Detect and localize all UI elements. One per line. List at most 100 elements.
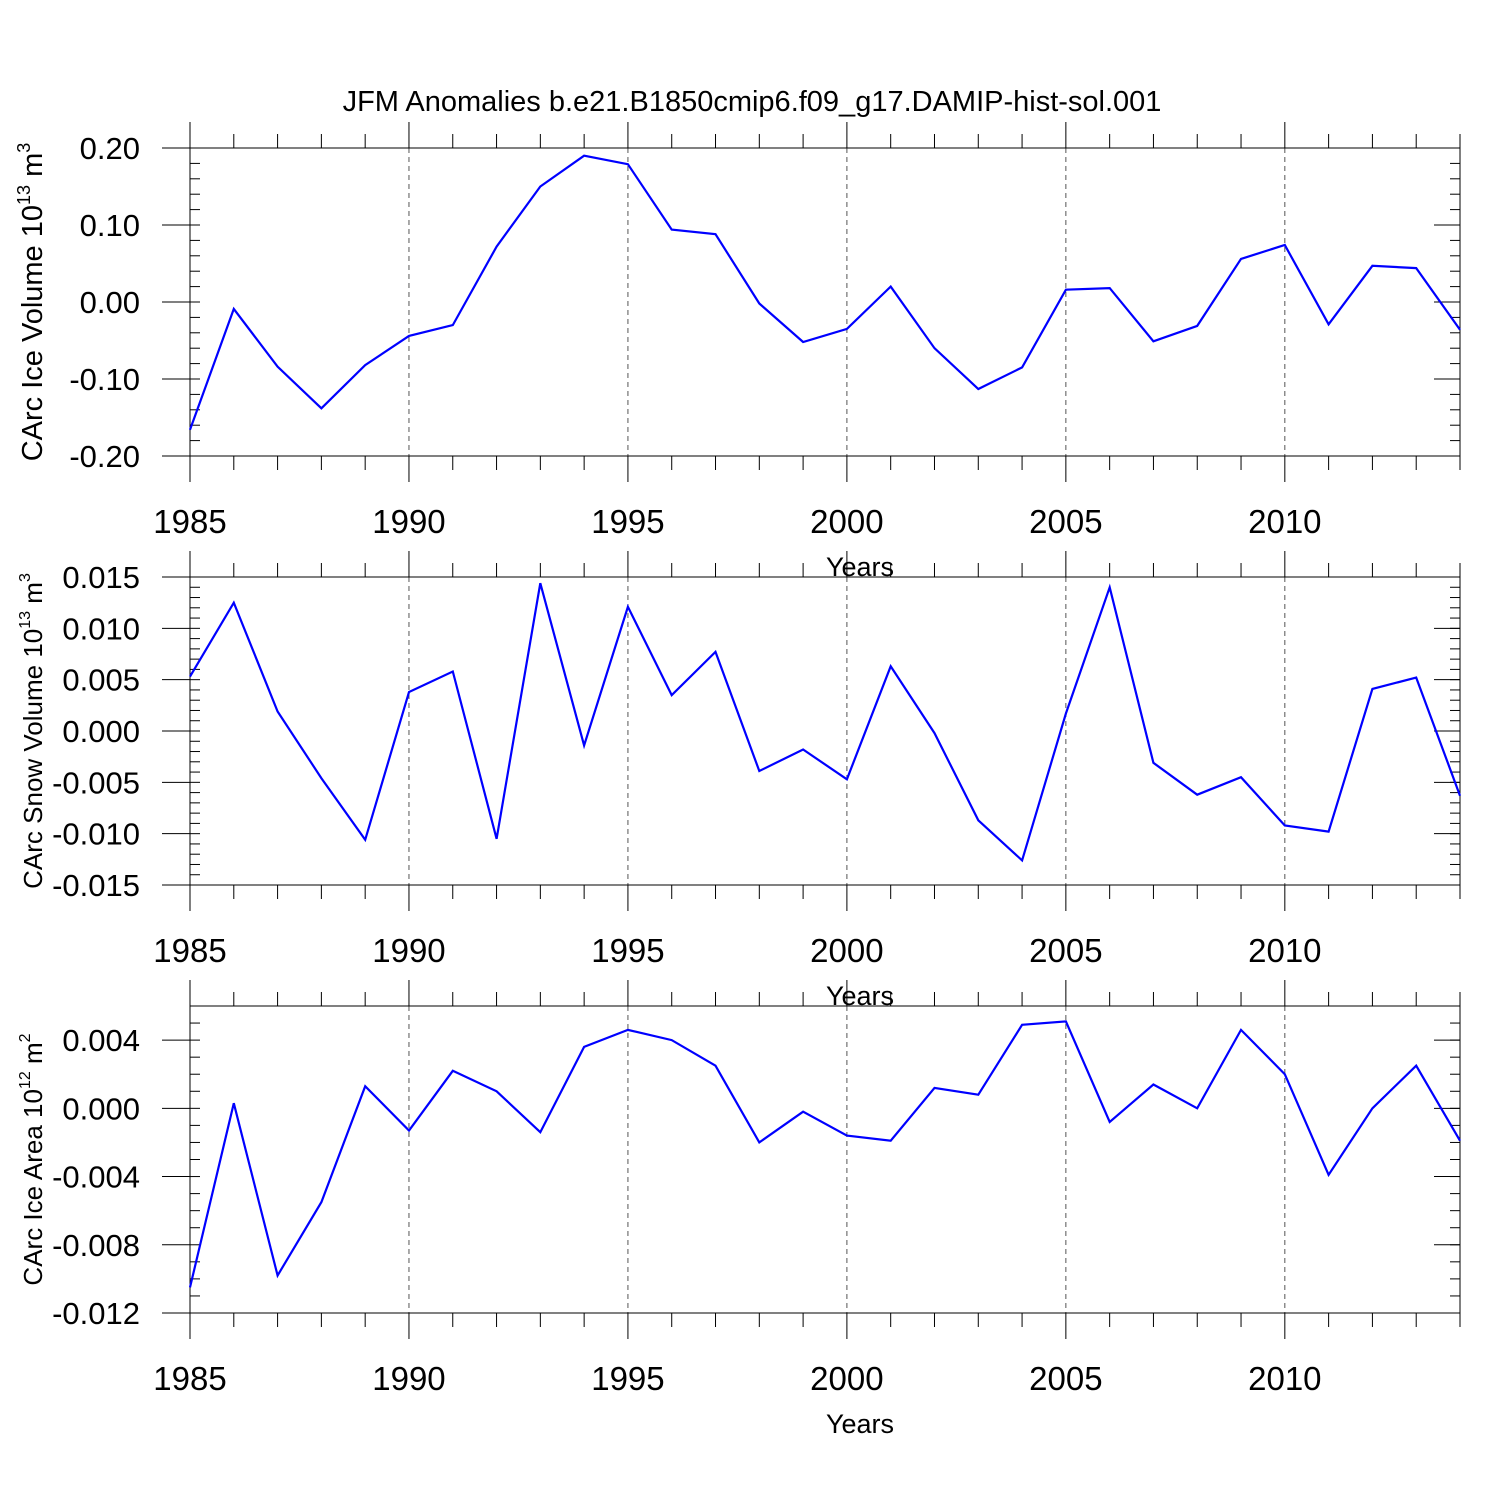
data-point [758, 1141, 760, 1143]
data-point [189, 675, 191, 677]
data-point [671, 1039, 673, 1041]
data-point [714, 1064, 716, 1066]
data-point [1108, 586, 1110, 588]
y-axis-label-unit: m [18, 582, 48, 611]
data-point [320, 1201, 322, 1203]
y-tick-label: 0.10 [80, 208, 140, 243]
data-point [1327, 830, 1329, 832]
data-point [1021, 366, 1023, 368]
data-point [452, 324, 454, 326]
x-tick-label: 2010 [1248, 503, 1321, 540]
data-point [933, 732, 935, 734]
data-point [977, 819, 979, 821]
x-tick-label: 1990 [372, 932, 445, 969]
x-tick-label: 1990 [372, 1360, 445, 1397]
x-tick-label: 2005 [1029, 1360, 1102, 1397]
x-tick-label: 1990 [372, 503, 445, 540]
chart-panel-3: 1985 1990 1995 2000 2005 2010 Years -0.012 -0.00… [17, 980, 1461, 1439]
x-tick-label: 1995 [591, 503, 664, 540]
data-point [539, 1131, 541, 1133]
data-point [1065, 1020, 1067, 1022]
x-tick-label: 1995 [591, 1360, 664, 1397]
data-point [1459, 794, 1461, 796]
x-tick-label: 2005 [1029, 503, 1102, 540]
data-point [846, 1134, 848, 1136]
data-point [802, 1111, 804, 1113]
data-point [627, 163, 629, 165]
data-point [1108, 287, 1110, 289]
y-tick-label: -0.004 [52, 1160, 140, 1195]
y-tick-label: 0.004 [62, 1023, 140, 1058]
data-point [1459, 329, 1461, 331]
x-tick-label: 2010 [1248, 932, 1321, 969]
x-axis-label: Years [826, 1409, 894, 1439]
data-point [846, 328, 848, 330]
data-point [1108, 1121, 1110, 1123]
data-point [408, 1129, 410, 1131]
y-tick-label: -0.015 [52, 868, 140, 903]
series-line [188, 154, 1461, 431]
x-tick-label: 2010 [1248, 1360, 1321, 1397]
x-tick-label: 1995 [591, 932, 664, 969]
data-point [539, 582, 541, 584]
y-tick-label: 0.00 [80, 285, 140, 320]
data-point [1371, 265, 1373, 267]
data-point [1415, 267, 1417, 269]
data-point [276, 1274, 278, 1276]
data-point [1021, 1024, 1023, 1026]
data-point [758, 770, 760, 772]
data-point [889, 285, 891, 287]
data-point [671, 228, 673, 230]
y-axis-label-base: CArc Ice Volume 10 [17, 205, 49, 461]
data-point [1196, 1107, 1198, 1109]
data-point [1371, 688, 1373, 690]
data-point [1240, 1029, 1242, 1031]
data-point [583, 1046, 585, 1048]
data-point [1152, 1083, 1154, 1085]
data-point [627, 1029, 629, 1031]
data-point [189, 1286, 191, 1288]
data-point [452, 1070, 454, 1072]
data-point [933, 1087, 935, 1089]
y-axis-label: CArc Ice Volume 1013 m3 [14, 143, 49, 462]
x-tick-label: 1985 [153, 932, 226, 969]
data-point [1152, 340, 1154, 342]
data-point [846, 778, 848, 780]
x-tick-label: 2000 [810, 503, 883, 540]
y-axis-label-unit-exponent: 3 [17, 573, 34, 582]
y-tick-label: -0.010 [52, 817, 140, 852]
y-tick-label: -0.012 [52, 1296, 140, 1331]
data-point [1240, 258, 1242, 260]
data-point [977, 388, 979, 390]
data-point [320, 407, 322, 409]
data-point [539, 185, 541, 187]
data-point [320, 777, 322, 779]
data-point [889, 1140, 891, 1142]
data-point [364, 1085, 366, 1087]
data-point [802, 748, 804, 750]
data-point [1284, 824, 1286, 826]
data-point [889, 665, 891, 667]
y-axis-label-unit: m [18, 1042, 48, 1071]
plot-frame [189, 1005, 1461, 1314]
data-point [1284, 1073, 1286, 1075]
data-point [364, 364, 366, 366]
data-point [583, 155, 585, 157]
data-point [758, 302, 760, 304]
y-axis-label: CArc Ice Area 1012 m2 [17, 1033, 48, 1285]
y-axis-label-exponent: 13 [17, 611, 34, 629]
data-point [233, 308, 235, 310]
data-point [1327, 323, 1329, 325]
y-axis-label: CArc Snow Volume 1013 m3 [17, 573, 48, 889]
y-axis-label-exponent: 13 [14, 185, 34, 205]
data-point [495, 245, 497, 247]
data-point [583, 744, 585, 746]
chart-title: JFM Anomalies b.e21.B1850cmip6.f09_g17.D… [343, 86, 1162, 118]
data-point [495, 1090, 497, 1092]
data-point [233, 1102, 235, 1104]
data-point [933, 347, 935, 349]
x-tick-label: 2005 [1029, 932, 1102, 969]
chart-panel-2: 1985 1990 1995 2000 2005 2010Years-0.015-0.01… [17, 551, 1462, 1011]
data-point [233, 601, 235, 603]
